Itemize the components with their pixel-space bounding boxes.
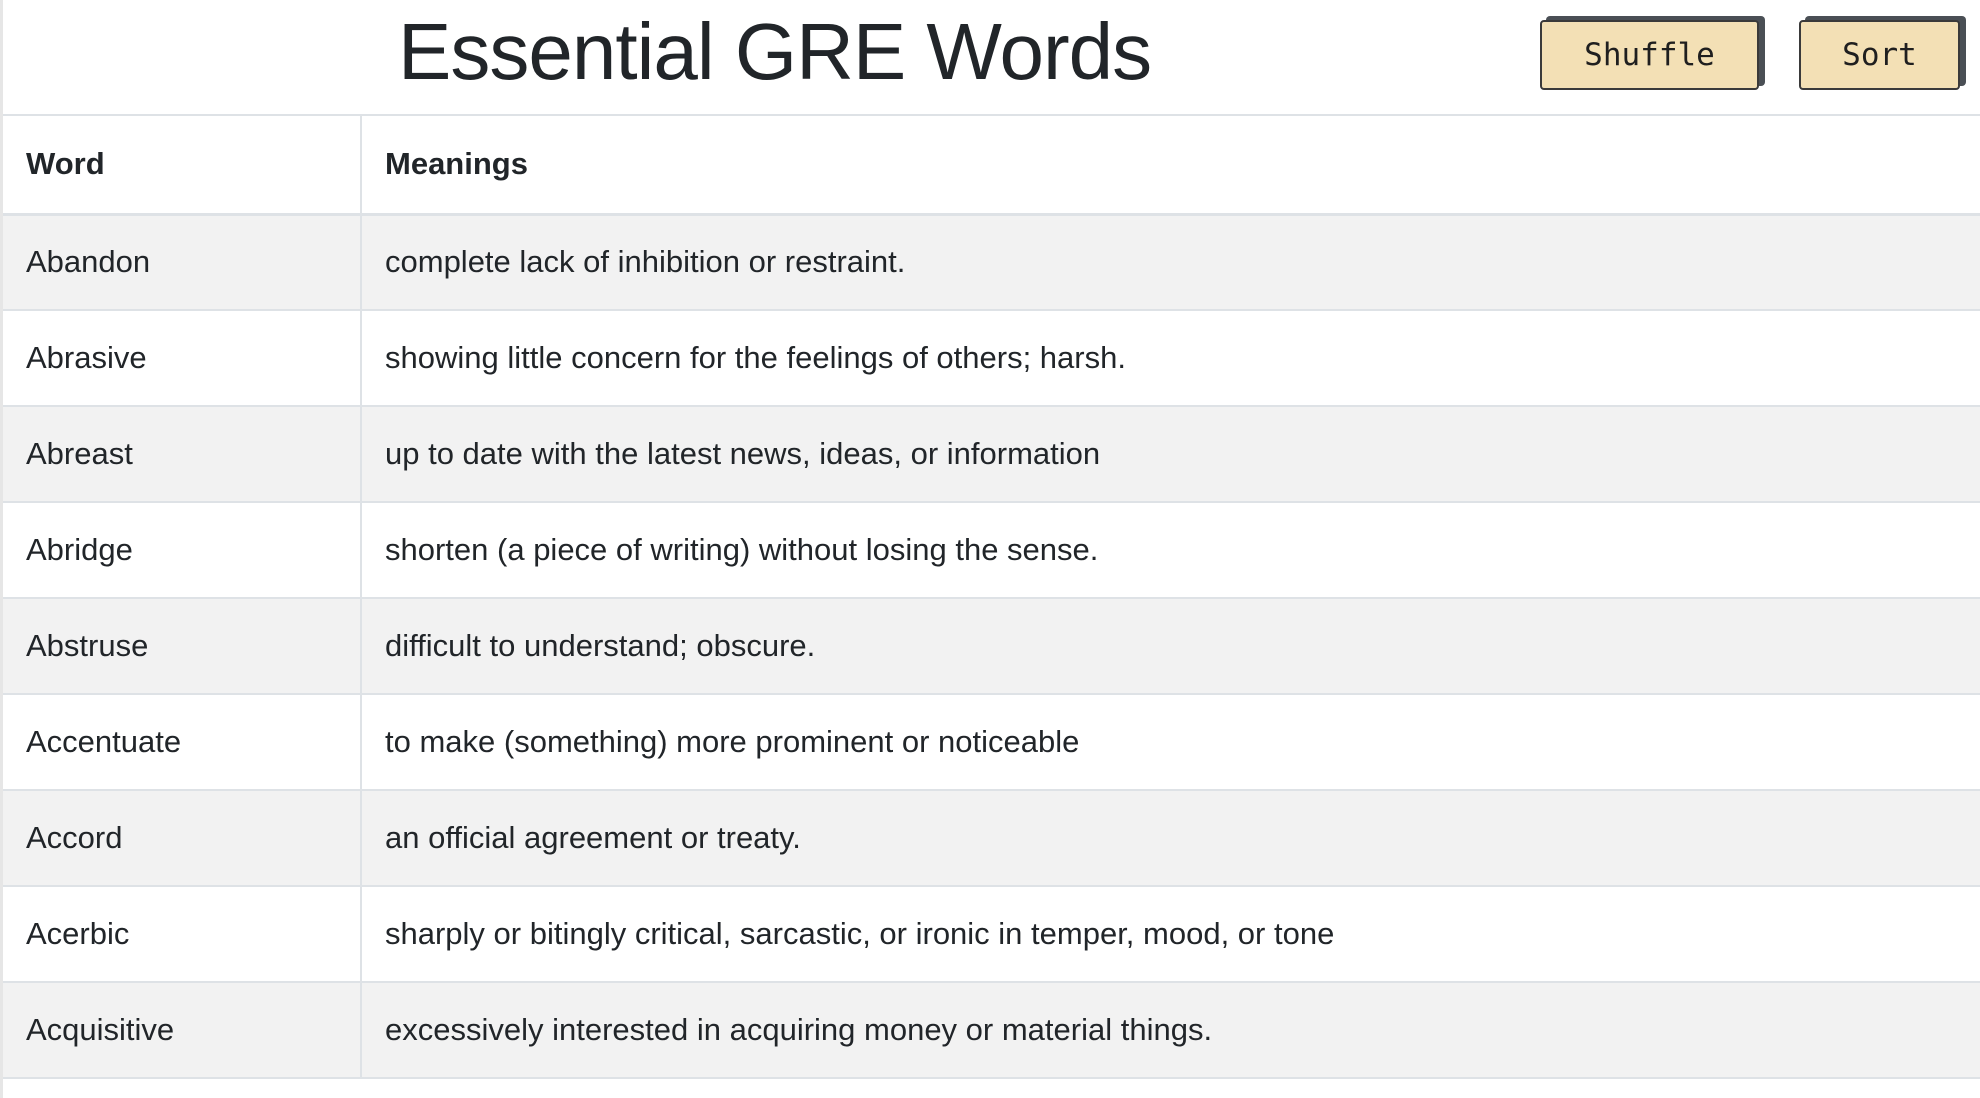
meaning-cell: complete lack of inhibition or restraint…	[361, 214, 1980, 311]
word-cell: Acerbic	[3, 886, 362, 983]
table-row: Accentuate to make (something) more prom…	[3, 694, 1980, 791]
table-row: Abreast up to date with the latest news,…	[3, 406, 1980, 503]
meaning-cell: excessively interested in acquiring mone…	[361, 982, 1980, 1079]
words-table: Word Meanings Abandon complete lack of i…	[3, 116, 1980, 1079]
word-cell: Abstruse	[3, 598, 362, 695]
table-row: Acerbic sharply or bitingly critical, sa…	[3, 886, 1980, 983]
shuffle-button[interactable]: Shuffle	[1540, 20, 1759, 90]
table-row: Abstruse difficult to understand; obscur…	[3, 598, 1980, 695]
column-header-meanings: Meanings	[361, 116, 1980, 216]
sort-button[interactable]: Sort	[1799, 20, 1960, 90]
word-cell: Accentuate	[3, 694, 362, 791]
table-body: Abandon complete lack of inhibition or r…	[3, 214, 1980, 1079]
word-cell: Accord	[3, 790, 362, 887]
table-header: Word Meanings	[3, 116, 1980, 216]
meaning-cell: sharply or bitingly critical, sarcastic,…	[361, 886, 1980, 983]
word-cell: Abreast	[3, 406, 362, 503]
header: Essential GRE Words Shuffle Sort	[3, 0, 1980, 116]
page-title: Essential GRE Words	[398, 7, 1152, 96]
table-row: Abridge shorten (a piece of writing) wit…	[3, 502, 1980, 599]
meaning-cell: up to date with the latest news, ideas, …	[361, 406, 1980, 503]
word-cell: Abandon	[3, 214, 362, 311]
meaning-cell: an official agreement or treaty.	[361, 790, 1980, 887]
word-cell: Abridge	[3, 502, 362, 599]
column-header-word: Word	[3, 116, 362, 216]
table-row: Abrasive showing little concern for the …	[3, 310, 1980, 407]
word-cell: Acquisitive	[3, 982, 362, 1079]
meaning-cell: to make (something) more prominent or no…	[361, 694, 1980, 791]
header-row: Word Meanings	[3, 116, 1980, 216]
word-cell: Abrasive	[3, 310, 362, 407]
meaning-cell: showing little concern for the feelings …	[361, 310, 1980, 407]
meaning-cell: difficult to understand; obscure.	[361, 598, 1980, 695]
table-row: Abandon complete lack of inhibition or r…	[3, 214, 1980, 311]
table-row: Accord an official agreement or treaty.	[3, 790, 1980, 887]
meaning-cell: shorten (a piece of writing) without los…	[361, 502, 1980, 599]
table-row: Acquisitive excessively interested in ac…	[3, 982, 1980, 1079]
